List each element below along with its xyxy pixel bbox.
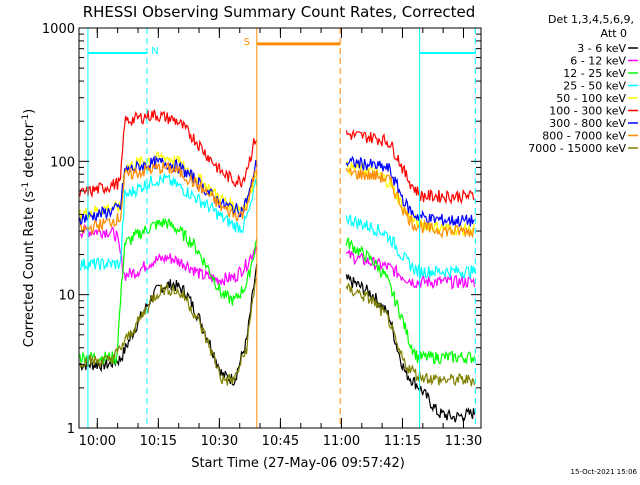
x-tick-label: 11:30: [445, 434, 482, 449]
legend-label-5: 100 - 300 keV: [549, 105, 626, 118]
y-axis-title-end: ): [22, 109, 37, 114]
series-line-1-segment-0: [79, 223, 258, 286]
x-tick-label: 11:00: [323, 434, 360, 449]
series-line-8-segment-0: [79, 278, 258, 386]
x-tick-label: 10:00: [79, 434, 116, 449]
y-tick-label: 1: [67, 422, 75, 437]
series-line-0-segment-0: [79, 263, 258, 386]
y-axis-title: Corrected Count Rate (s-1 detector-1): [21, 109, 37, 347]
x-axis-title: Start Time (27-May-06 09:57:42): [191, 456, 405, 471]
legend-label-6: 300 - 800 keV: [549, 117, 626, 130]
x-tick-label: 10:30: [201, 434, 238, 449]
series-line-3-segment-0: [79, 173, 258, 271]
series-line-0-segment-1: [345, 274, 476, 423]
y-tick-label: 1000: [42, 22, 75, 37]
series-line-2-segment-1: [345, 237, 476, 365]
legend-label-8: 7000 - 15000 keV: [528, 142, 626, 155]
state-label-0: N: [151, 46, 158, 57]
series-line-6-segment-1: [345, 155, 475, 228]
series-line-3-segment-1: [345, 214, 476, 279]
legend-label-4: 50 - 100 keV: [556, 92, 626, 105]
series-line-1-segment-1: [345, 249, 476, 291]
timestamp: 15-Oct-2021 15:06: [571, 468, 638, 476]
chart-title: RHESSI Observing Summary Count Rates, Co…: [83, 3, 476, 21]
series-line-2-segment-0: [79, 217, 258, 365]
series-line-5-segment-0: [79, 109, 258, 199]
legend-header-line-2: Att 0: [601, 27, 627, 40]
x-tick-label: 10:45: [262, 434, 299, 449]
y-axis-title-mid: detector: [22, 122, 37, 182]
legend-label-1: 6 - 12 keV: [570, 55, 626, 68]
y-axis-title-sup1: -1: [21, 182, 31, 191]
legend-label-2: 12 - 25 keV: [563, 67, 626, 80]
legend-label-7: 800 - 7000 keV: [542, 130, 626, 143]
x-tick-label: 11:15: [384, 434, 421, 449]
y-axis-title-sup2: -1: [21, 114, 31, 123]
series-line-4-segment-1: [345, 159, 476, 236]
y-tick-label: 10: [58, 289, 75, 304]
series-line-7-segment-0: [79, 161, 258, 236]
legend-label-0: 3 - 6 keV: [577, 42, 626, 55]
plot-area: N S 1 10 100 1000 10:00 10:15 10:30 10:45 11:00 11:…: [42, 22, 482, 449]
y-axis-title-main: Corrected Count Rate (s: [22, 191, 37, 348]
y-tick-label: 100: [50, 155, 75, 170]
legend-label-3: 25 - 50 keV: [563, 80, 626, 93]
series-line-7-segment-1: [345, 167, 475, 239]
x-tick-label: 10:15: [140, 434, 177, 449]
legend-header-line-1: Det 1,3,4,5,6,9,: [548, 13, 634, 26]
state-label-1: S: [244, 37, 250, 48]
series-line-5-segment-1: [345, 128, 475, 205]
series-line-8-segment-1: [345, 282, 476, 387]
